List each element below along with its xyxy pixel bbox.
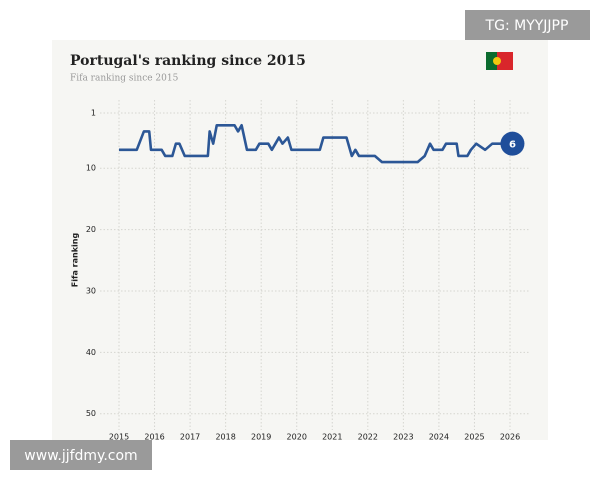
x-tick-label: 2025 xyxy=(464,433,484,442)
chart-subtitle: Fifa ranking since 2015 xyxy=(70,74,179,84)
end-marker xyxy=(500,131,525,156)
y-tick-label: 20 xyxy=(86,225,96,234)
x-tick-label: 2020 xyxy=(287,433,307,442)
y-axis-label: Fifa ranking xyxy=(71,233,80,288)
x-tick-label: 2024 xyxy=(429,433,449,442)
ranking-line xyxy=(119,123,507,164)
x-tick-label: 2021 xyxy=(322,433,342,442)
y-tick-label: 40 xyxy=(86,348,96,357)
x-tick-label: 2026 xyxy=(500,433,520,442)
x-tick-label: 2016 xyxy=(144,433,164,442)
y-tick-label: 1 xyxy=(91,109,96,118)
x-tick-label: 2017 xyxy=(180,433,200,442)
x-tick-label: 2015 xyxy=(109,433,129,442)
watermark: TG: MYYJJPP xyxy=(485,18,569,34)
x-tick-label: 2023 xyxy=(393,433,413,442)
x-tick-label: 2022 xyxy=(358,433,378,442)
flag xyxy=(486,52,513,70)
watermark-box xyxy=(10,440,152,470)
y-tick-label: 10 xyxy=(86,164,96,173)
watermark-box xyxy=(465,10,590,40)
x-tick-label: 2019 xyxy=(251,433,271,442)
y-tick-label: 50 xyxy=(86,409,96,418)
end-label: 6 xyxy=(509,140,516,151)
x-tick-label: 2018 xyxy=(215,433,235,442)
chart-title: Portugal's ranking since 2015 xyxy=(70,53,306,69)
watermark: www.jjfdmy.com xyxy=(24,448,137,464)
y-tick-label: 30 xyxy=(86,286,96,295)
chart-panel xyxy=(52,40,548,440)
